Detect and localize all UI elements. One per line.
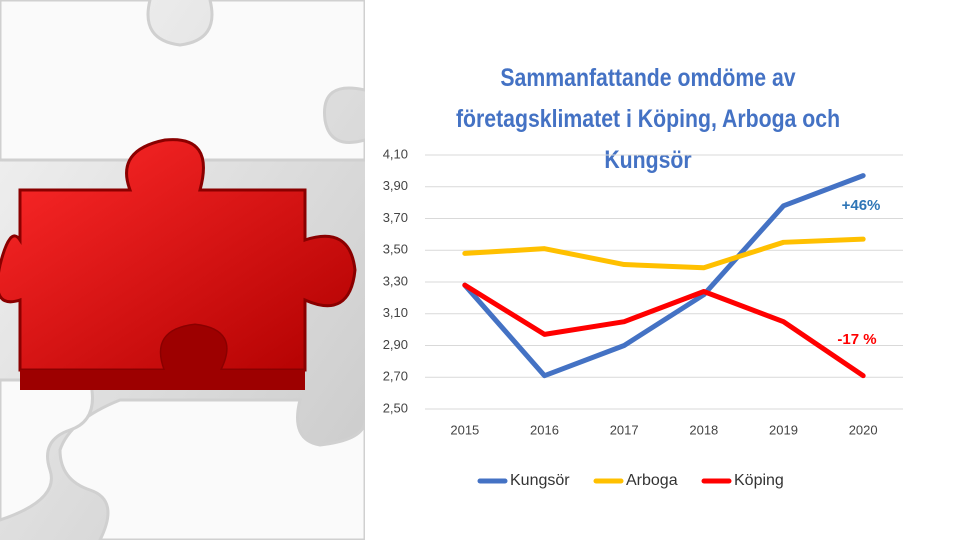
annotation: -17 % — [837, 331, 876, 348]
x-tick-label: 2018 — [689, 422, 718, 437]
y-tick-label: 3,30 — [383, 273, 408, 288]
series-line — [462, 236, 866, 271]
y-tick-label: 3,90 — [383, 178, 408, 193]
y-tick-label: 2,50 — [383, 400, 408, 415]
y-tick-label: 2,70 — [383, 369, 408, 384]
series-line — [462, 173, 866, 379]
puzzle-image — [0, 0, 365, 540]
y-tick-label: 3,70 — [383, 210, 408, 225]
y-tick-label: 2,90 — [383, 337, 408, 352]
legend-label: Arboga — [626, 472, 678, 489]
series-line — [462, 282, 866, 379]
x-tick-label: 2015 — [450, 422, 479, 437]
legend-label: Kungsör — [510, 472, 570, 489]
x-tick-label: 2019 — [769, 422, 798, 437]
x-tick-label: 2016 — [530, 422, 559, 437]
chart-title: Sammanfattande omdöme av företagsklimate… — [455, 64, 841, 174]
y-tick-label: 3,10 — [383, 305, 408, 320]
y-tick-label: 3,50 — [383, 242, 408, 257]
x-tick-label: 2017 — [610, 422, 639, 437]
x-tick-label: 2020 — [849, 422, 878, 437]
annotation: +46% — [842, 197, 881, 214]
chart: 2,50 2,70 2,90 3,10 3,30 3,50 3,70 3,90 4,10 2015… — [383, 146, 903, 489]
y-tick-label: 4,10 — [383, 146, 408, 161]
legend-label: Köping — [734, 472, 784, 489]
